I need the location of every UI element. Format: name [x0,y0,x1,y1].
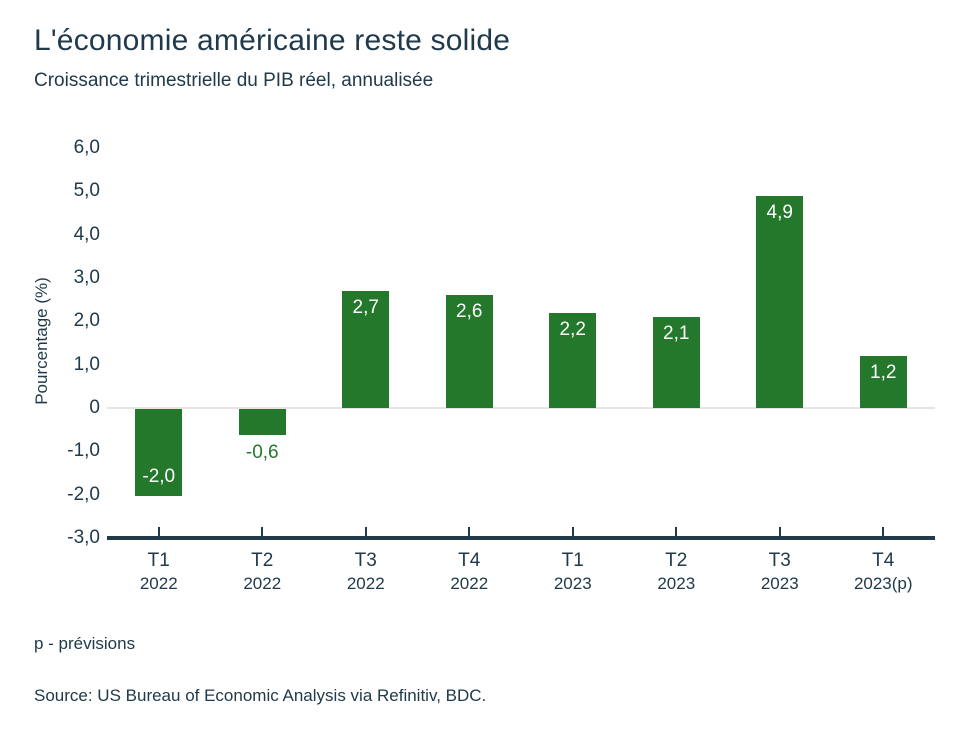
x-tick-quarter: T2 [665,550,688,571]
x-tick-label: T3 2023 [728,550,832,594]
bar-value-label: 2,6 [456,301,483,323]
x-axis-tick [675,527,678,536]
bar-value-label: 4,9 [766,201,793,223]
x-tick-year: 2022 [139,574,178,593]
bar [652,317,700,408]
bar-value-label: 1,2 [870,362,897,383]
bar [342,291,390,408]
x-tick-label: T2 2022 [211,550,315,594]
x-tick-quarter: T4 [458,550,481,571]
bar [549,312,597,408]
bar-value-label: -0,6 [245,442,279,463]
x-tick-quarter: T3 [354,550,377,571]
x-tick-label: T4 2022 [418,550,522,594]
x-axis-tick [157,527,160,536]
x-tick-year: 2023(p) [853,574,913,593]
y-tick-label: 1,0 [73,353,100,375]
bar-value-label: 2,2 [559,318,586,340]
chart-subtitle: Croissance trimestrielle du PIB réel, an… [34,70,434,91]
bar [859,356,907,408]
x-axis-tick [571,527,574,536]
y-tick-label: -3,0 [67,527,100,548]
x-tick-label: T3 2022 [314,550,418,594]
y-tick-label: 4,0 [73,223,100,245]
x-tick-year: 2022 [243,574,282,593]
y-tick-label: -1,0 [67,440,100,462]
y-tick-label: 5,0 [73,180,100,202]
y-tick-label: 6,0 [73,137,100,158]
x-tick-label: T2 2023 [625,550,729,594]
x-tick-year: 2022 [346,574,385,593]
bar-value-label: -2,0 [142,465,176,487]
bar [238,409,286,435]
x-tick-quarter: T1 [561,550,584,571]
x-tick-quarter: T4 [872,550,895,571]
bar [445,295,493,408]
x-tick-quarter: T3 [768,550,791,571]
x-axis-line [107,536,935,540]
y-axis-tick-labels: 6,0 5,0 4,0 3,0 2,0 1,0 0 -1,0 -2,0 -3,0 [26,137,100,548]
x-tick-year: 2022 [450,574,489,593]
x-axis-tick [468,527,471,536]
bar [756,195,804,408]
x-axis-tick [364,527,367,536]
x-axis-tick [261,527,264,536]
x-tick-label: T1 2023 [521,550,625,594]
bar-value-label: 2,1 [663,323,690,344]
x-axis-tick [778,527,781,536]
x-axis-tick [882,527,885,536]
y-tick-label: 2,0 [73,310,100,332]
source-note: Source: US Bureau of Economic Analysis v… [34,686,487,705]
x-tick-quarter: T1 [147,550,170,571]
x-tick-label: T1 2022 [107,550,211,594]
x-tick-year: 2023 [553,574,592,593]
y-tick-label: 3,0 [73,267,100,288]
zero-gridline [107,407,935,409]
bar [135,409,183,496]
y-tick-label: 0 [89,397,100,418]
x-tick-year: 2023 [657,574,696,593]
y-tick-label: -2,0 [67,483,100,505]
chart-title: L'économie américaine reste solide [34,24,511,57]
footnote: p - prévisions [34,634,136,653]
x-tick-label: T4 2023(p) [832,550,936,594]
x-tick-year: 2023 [760,574,799,593]
x-tick-quarter: T2 [251,550,274,571]
bar-value-label: 2,7 [352,297,379,318]
plot-area: -2,0 -0,6 2,7 2,6 2,2 2,1 4,9 1,2 [107,148,935,540]
